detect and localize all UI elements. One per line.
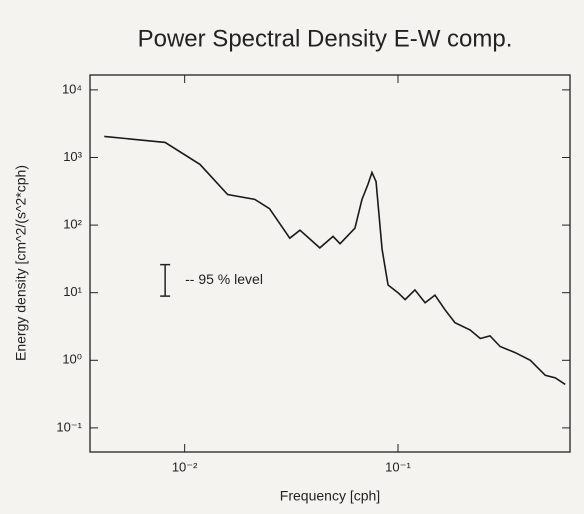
y-tick-label: 10⁴ bbox=[62, 81, 82, 96]
chart-title: Power Spectral Density E-W comp. bbox=[138, 25, 513, 52]
x-axis-label: Frequency [cph] bbox=[280, 488, 380, 504]
y-tick-label: 10⁰ bbox=[62, 352, 82, 367]
plot-frame bbox=[89, 74, 571, 453]
y-tick-label: 10³ bbox=[63, 149, 82, 164]
annotation: -- 95 % level bbox=[185, 271, 263, 287]
x-tick-label: 10⁻² bbox=[172, 459, 198, 474]
y-tick-label: 10² bbox=[63, 217, 82, 232]
y-tick-label: 10¹ bbox=[63, 284, 82, 299]
line-series bbox=[104, 135, 566, 386]
y-tick-label: 10⁻¹ bbox=[56, 419, 82, 434]
x-tick-label: 10⁻¹ bbox=[385, 459, 411, 474]
y-axis-label: Energy density [cm^2/(s^2*cph) bbox=[13, 165, 29, 361]
